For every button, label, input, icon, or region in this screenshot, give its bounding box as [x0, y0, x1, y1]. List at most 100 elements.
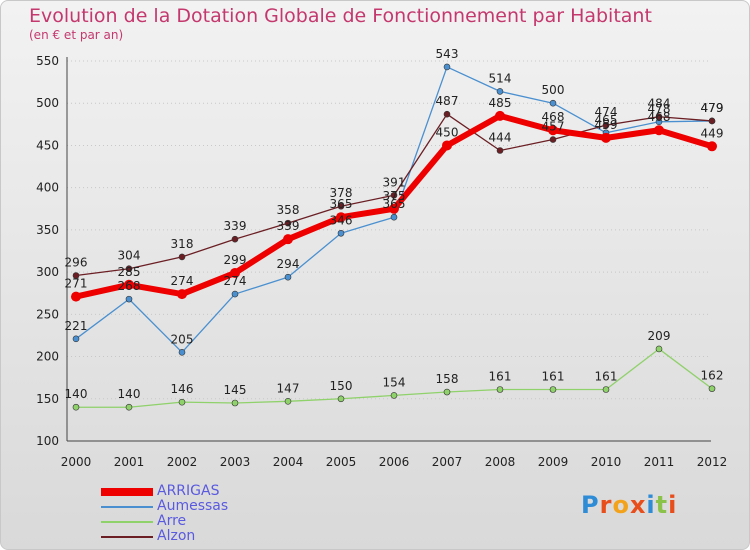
data-label: 485 [489, 96, 512, 110]
data-point [495, 110, 505, 121]
data-label: 449 [701, 126, 724, 140]
data-label: 468 [648, 110, 671, 124]
y-tick-label: 450 [36, 138, 59, 152]
data-label: 365 [383, 197, 406, 211]
data-label: 146 [171, 382, 194, 396]
data-point [549, 99, 557, 107]
series-alzon [72, 110, 716, 279]
legend-swatch [101, 506, 153, 508]
x-tick-label: 2000 [61, 455, 92, 469]
y-tick-label: 300 [36, 265, 59, 279]
y-tick-label: 200 [36, 350, 59, 364]
data-point [284, 219, 292, 227]
data-point [708, 385, 716, 392]
data-point [390, 392, 398, 399]
data-label: 479 [701, 101, 724, 115]
data-point [125, 403, 133, 411]
data-label: 459 [595, 118, 618, 132]
data-label: 457 [542, 120, 565, 134]
data-label: 339 [224, 219, 247, 233]
y-tick-label: 400 [36, 181, 59, 195]
data-point [496, 88, 504, 95]
x-tick-label: 2003 [220, 455, 251, 469]
series-arrigas [71, 110, 717, 302]
x-tick-label: 2006 [379, 455, 410, 469]
data-label: 487 [436, 94, 459, 108]
logo-letter: i [668, 491, 678, 519]
data-label: 294 [277, 257, 300, 271]
legend-label: ARRIGAS [157, 483, 220, 499]
data-label: 161 [489, 369, 512, 383]
data-point [72, 335, 80, 343]
data-label: 145 [224, 383, 247, 397]
data-point [125, 295, 133, 303]
data-label: 285 [118, 265, 141, 279]
data-label: 318 [171, 237, 194, 251]
y-tick-label: 350 [36, 223, 59, 237]
data-label: 339 [277, 219, 300, 233]
data-point [443, 63, 451, 71]
data-label: 274 [171, 274, 194, 288]
proxiti-logo: Proxiti [581, 491, 677, 519]
logo-letter: r [599, 491, 613, 519]
data-point [655, 113, 663, 121]
data-label: 205 [171, 332, 194, 346]
data-point [337, 229, 345, 237]
logo-letter: t [655, 491, 669, 519]
data-label: 140 [65, 387, 88, 401]
data-point [443, 110, 451, 118]
data-label: 479 [701, 101, 724, 115]
x-tick-label: 2001 [114, 455, 145, 469]
legend-swatch [101, 521, 153, 523]
data-point [72, 403, 80, 411]
data-point [231, 290, 239, 298]
data-label: 150 [330, 379, 353, 393]
data-label: 450 [436, 125, 459, 139]
data-point [230, 267, 240, 278]
data-label: 484 [648, 97, 671, 111]
data-label: 468 [542, 110, 565, 124]
data-label: 375 [383, 189, 406, 203]
data-point [390, 213, 398, 221]
data-point [337, 395, 345, 403]
data-point [178, 398, 186, 406]
x-tick-label: 2011 [644, 455, 675, 469]
y-tick-label: 150 [36, 392, 59, 406]
data-point [124, 279, 134, 290]
data-point [601, 132, 611, 143]
x-tick-label: 2007 [432, 455, 463, 469]
data-label: 147 [277, 381, 300, 395]
data-point [178, 349, 186, 356]
legend-swatch [101, 536, 153, 538]
data-point [284, 273, 292, 281]
data-label: 154 [383, 375, 406, 389]
x-tick-label: 2005 [326, 455, 357, 469]
data-point [548, 125, 558, 136]
data-point [178, 253, 186, 261]
data-point [284, 398, 292, 405]
legend-swatch [101, 488, 153, 496]
data-label: 299 [224, 253, 247, 267]
data-label: 140 [118, 387, 141, 401]
legend-label: Alzon [157, 528, 196, 544]
data-point [336, 212, 346, 223]
data-label: 500 [542, 83, 565, 97]
data-label: 296 [65, 255, 88, 269]
data-point [442, 140, 452, 151]
data-label: 161 [595, 369, 618, 383]
data-label: 162 [701, 369, 724, 383]
data-point [283, 234, 293, 245]
x-tick-label: 2012 [697, 455, 728, 469]
data-label: 346 [330, 213, 353, 227]
x-tick-label: 2008 [485, 455, 516, 469]
legend-label: Arre [157, 513, 187, 529]
legend-label: Aumessas [157, 498, 229, 514]
data-point [602, 386, 610, 393]
data-point [496, 386, 504, 393]
data-point [231, 235, 239, 243]
x-tick-label: 2010 [591, 455, 622, 469]
logo-letter: x [629, 491, 647, 519]
logo-letter: o [612, 491, 630, 519]
data-label: 304 [118, 249, 141, 263]
